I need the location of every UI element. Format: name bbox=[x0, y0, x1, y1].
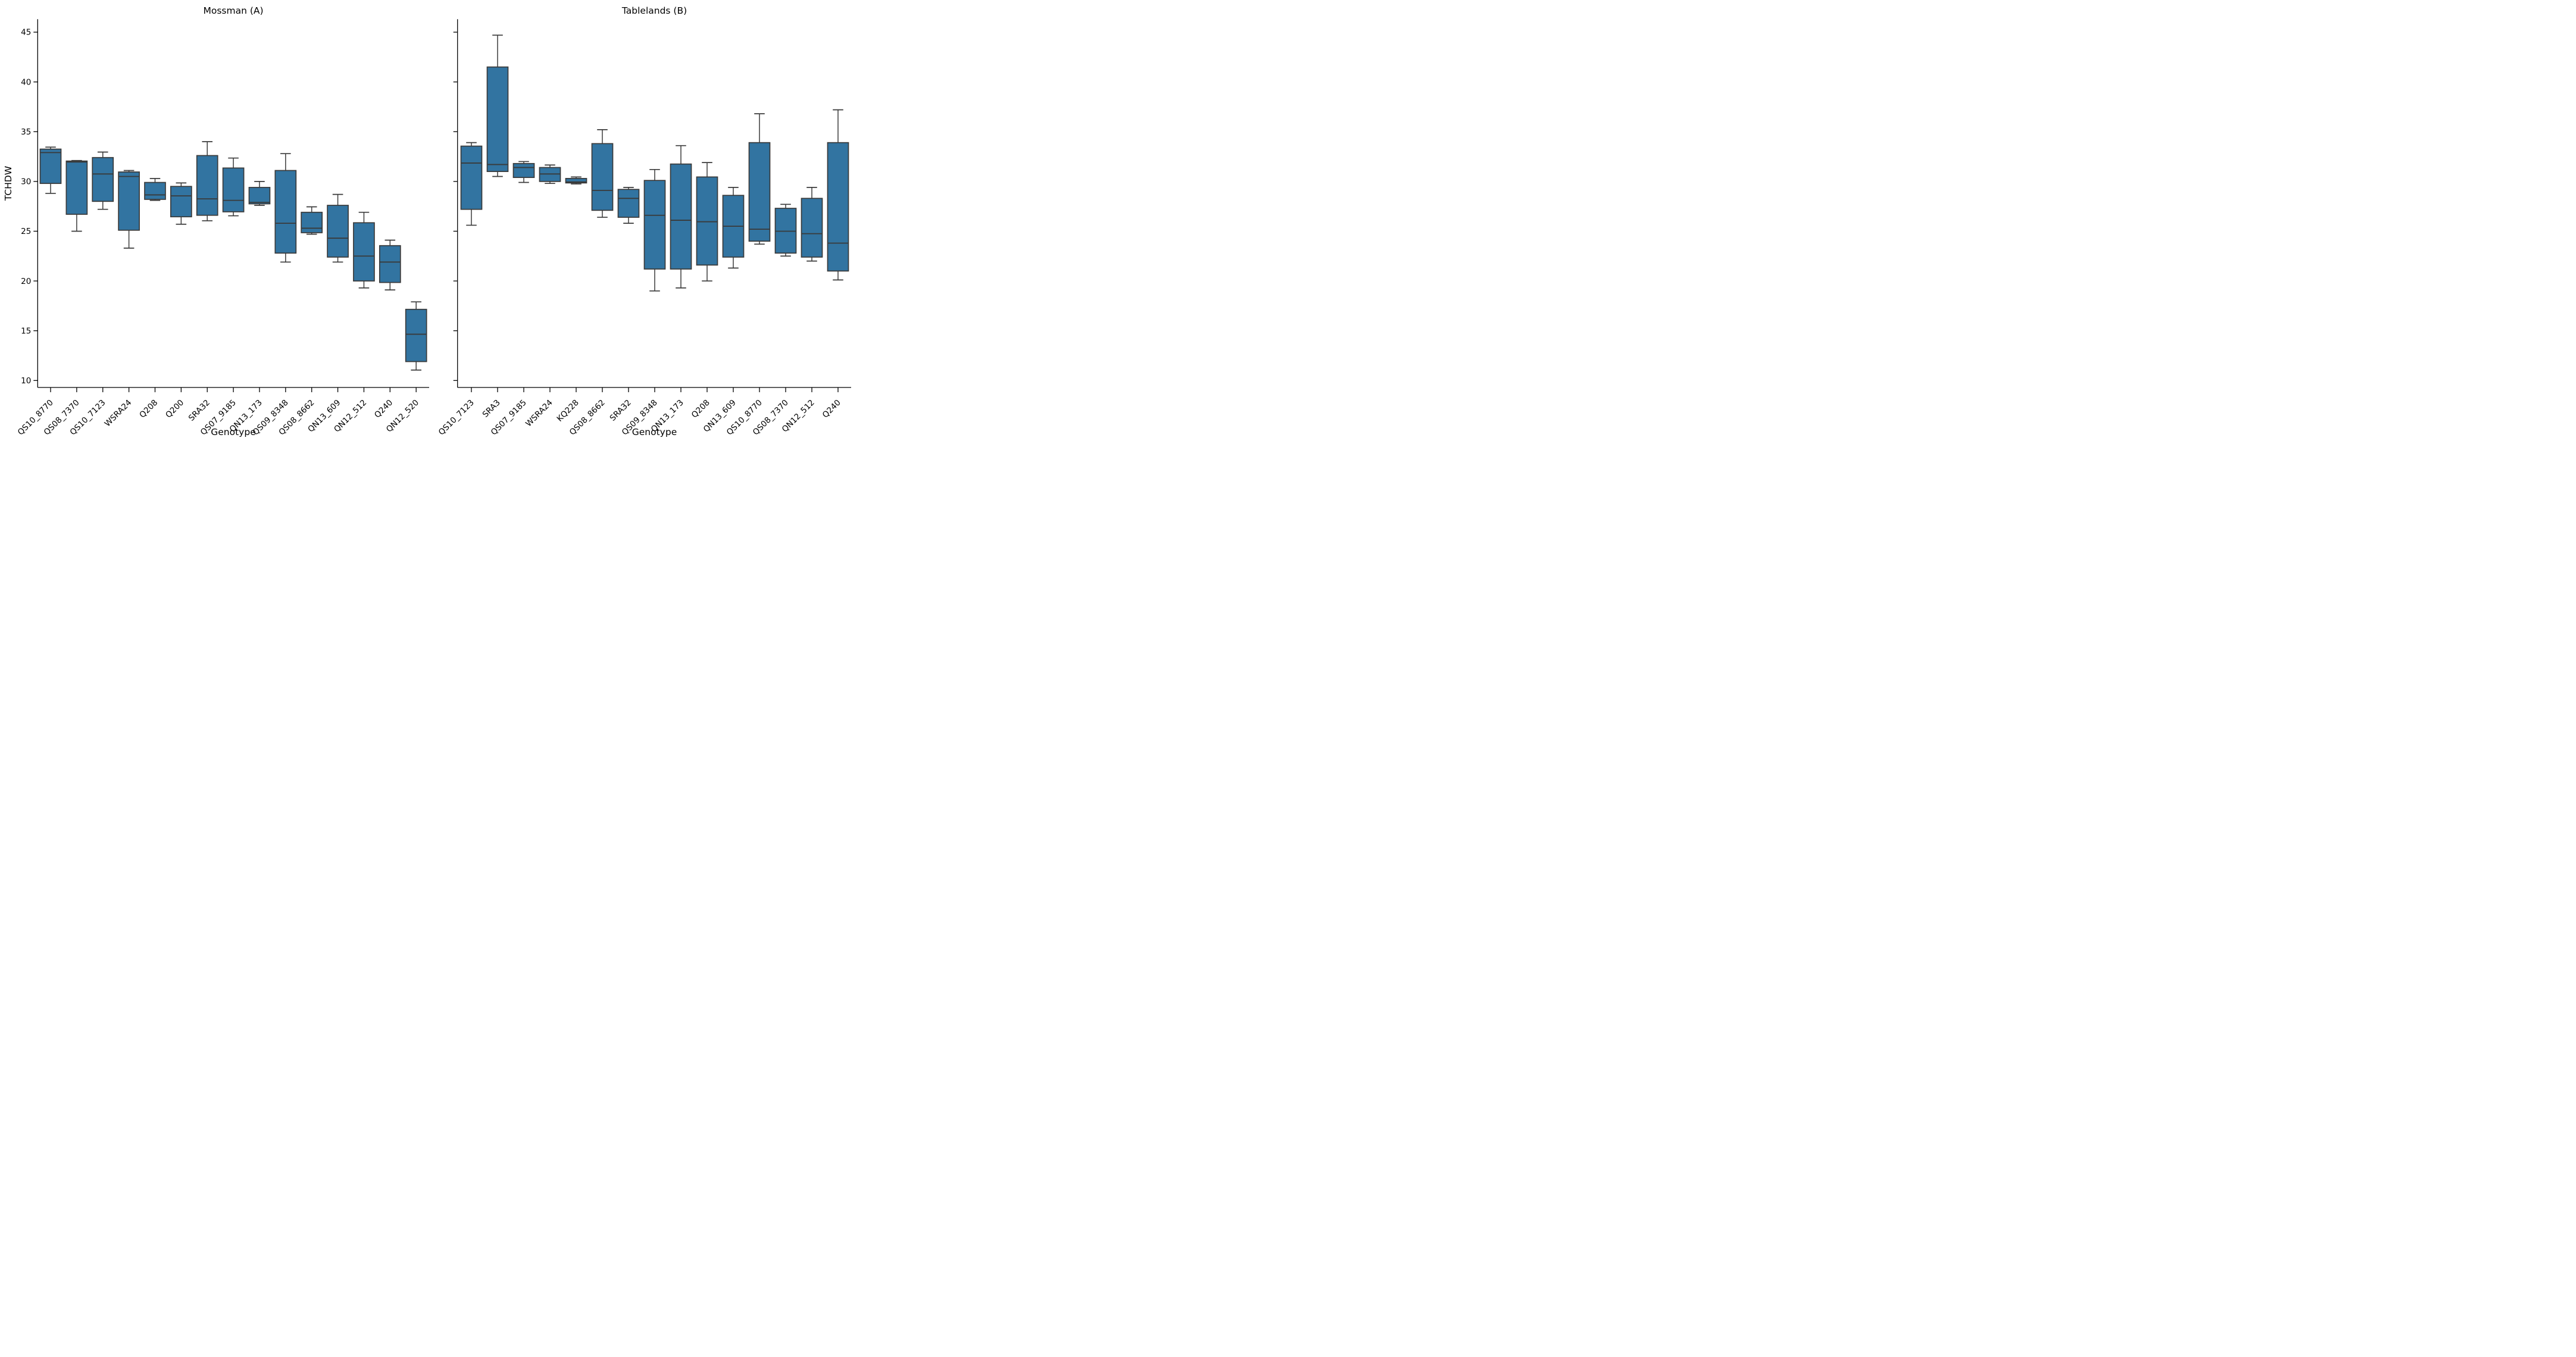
box-Q240 bbox=[827, 142, 849, 272]
box-QS08_8662 bbox=[301, 211, 323, 233]
box-QN13_173 bbox=[670, 163, 692, 270]
box-QN12_520 bbox=[405, 308, 427, 362]
y-tick-label: 40 bbox=[21, 77, 31, 87]
x-tick-label: SRA32 bbox=[608, 398, 633, 423]
box-Q200 bbox=[170, 186, 192, 218]
box-SRA32 bbox=[196, 155, 218, 216]
box-WSRA24 bbox=[118, 171, 140, 231]
x-tick-label: SRA32 bbox=[187, 398, 212, 423]
panel-a-title: Mossman (A) bbox=[203, 5, 264, 16]
box-KQ228 bbox=[565, 177, 587, 184]
box-QN12_512 bbox=[801, 198, 823, 258]
box-QS08_8662 bbox=[591, 143, 614, 211]
box-QS08_7370 bbox=[65, 160, 88, 215]
box-QS09_8348 bbox=[643, 180, 666, 270]
x-tick-label: Q240 bbox=[373, 398, 395, 420]
y-tick-label: 25 bbox=[21, 227, 31, 236]
boxplot-figure: 1015202530354045QS10_8770QS08_7370QS10_7… bbox=[16, 19, 851, 437]
x-tick-label: Q200 bbox=[164, 398, 186, 420]
box-QN13_173 bbox=[248, 187, 271, 205]
x-tick-label: QS10_7123 bbox=[437, 398, 476, 437]
box-QS10_8770 bbox=[39, 148, 62, 185]
y-tick-label: 15 bbox=[21, 326, 31, 336]
x-tick-label: WSRA24 bbox=[103, 398, 134, 429]
box-Q208 bbox=[696, 176, 718, 266]
x-tick-label: WSRA24 bbox=[524, 398, 555, 429]
box-SRA3 bbox=[486, 66, 509, 172]
panel-a-x-axis-label: Genotype bbox=[211, 427, 256, 437]
y-tick-label: 10 bbox=[21, 376, 31, 386]
y-tick-label: 30 bbox=[21, 177, 31, 187]
box-QN13_609 bbox=[327, 205, 349, 258]
box-QS10_8770 bbox=[748, 142, 771, 242]
box-QS07_9185 bbox=[222, 167, 245, 212]
y-tick-label: 35 bbox=[21, 127, 31, 137]
x-tick-label: Q208 bbox=[690, 398, 712, 420]
y-tick-label: 45 bbox=[21, 28, 31, 37]
y-tick-label: 20 bbox=[21, 277, 31, 286]
panel-b-x-axis-label: Genotype bbox=[632, 427, 677, 437]
x-tick-label: Q208 bbox=[137, 398, 160, 420]
box-Q208 bbox=[144, 182, 166, 200]
box-QS10_7123 bbox=[92, 157, 114, 202]
box-SRA32 bbox=[617, 189, 640, 218]
x-tick-label: SRA3 bbox=[481, 398, 502, 420]
box-QS07_9185 bbox=[512, 162, 535, 179]
panel-b-title: Tablelands (B) bbox=[621, 5, 687, 16]
x-tick-label: KQ228 bbox=[555, 398, 581, 424]
box-QS09_8348 bbox=[274, 170, 297, 254]
box-QS10_7123 bbox=[460, 145, 483, 210]
box-QN12_512 bbox=[353, 222, 375, 282]
x-tick-label: Q240 bbox=[821, 398, 843, 420]
box-Q240 bbox=[379, 245, 401, 283]
figure-canvas: Mossman (A) Tablelands (B) TCHDW Genotyp… bbox=[0, 0, 859, 452]
